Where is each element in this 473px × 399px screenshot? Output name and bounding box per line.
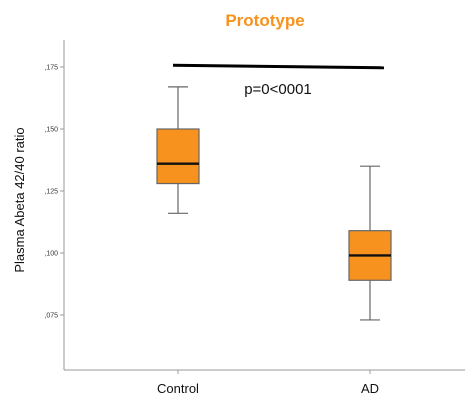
x-tick-label: AD (361, 381, 379, 396)
y-tick-label: ,100 (44, 251, 58, 258)
x-tick-label: Control (157, 381, 199, 396)
y-tick-label: ,150 (44, 127, 58, 134)
p-value-annotation: p=0<0001 (244, 81, 312, 98)
box-control (156, 128, 200, 185)
y-tick-label: ,075 (44, 313, 58, 320)
y-axis-label: Plasma Abeta 42/40 ratio (12, 127, 27, 272)
plot-area: ,075 ,100 ,125 ,150 ,175 Control AD p=0<0001 (44, 40, 465, 396)
y-tick-label: ,175 (44, 65, 58, 72)
significance-bar (172, 63, 385, 70)
chart-title: Prototype (225, 11, 304, 30)
y-tick-label: ,125 (44, 189, 58, 196)
